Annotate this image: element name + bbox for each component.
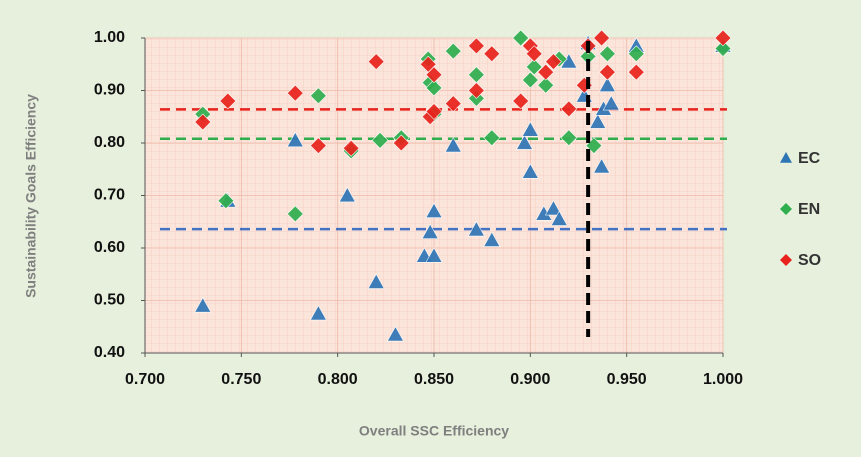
y-tick-label: 0.40: [94, 344, 125, 361]
y-tick-label: 0.60: [94, 239, 125, 256]
x-tick-label: 0.950: [607, 371, 647, 388]
x-tick-label: 0.800: [318, 371, 358, 388]
y-axis-title: Sustainability Goals Efficiency: [23, 94, 39, 298]
x-tick-label: 0.900: [510, 371, 550, 388]
legend-label: SO: [798, 252, 821, 269]
y-tick-label: 0.50: [94, 292, 125, 309]
x-tick-label: 0.750: [221, 371, 261, 388]
y-tick-label: 0.80: [94, 134, 125, 151]
x-tick-label: 0.850: [414, 371, 454, 388]
y-tick-label: 1.00: [94, 29, 125, 46]
chart: Overall SSC Efficiency Sustainability Go…: [0, 0, 861, 457]
y-tick-label: 0.90: [94, 82, 125, 99]
x-axis-title: Overall SSC Efficiency: [359, 423, 509, 439]
x-tick-label: 0.700: [125, 371, 165, 388]
x-tick-label: 1.000: [703, 371, 743, 388]
legend-label: EC: [798, 150, 821, 167]
legend-label: EN: [798, 201, 820, 218]
y-tick-label: 0.70: [94, 187, 125, 204]
